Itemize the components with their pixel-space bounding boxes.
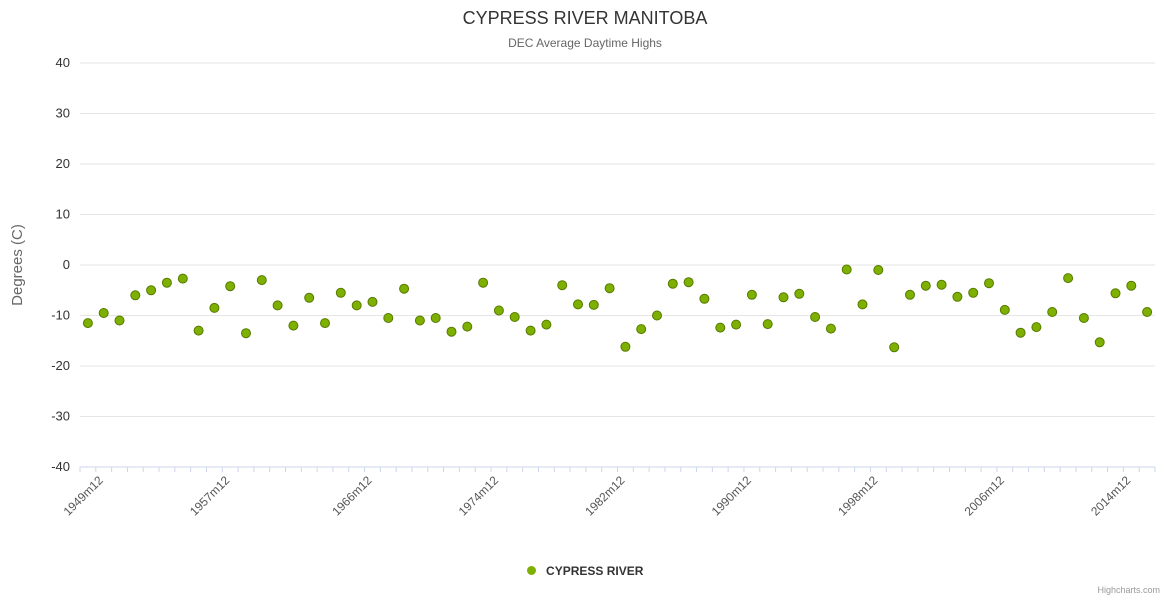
y-axis-title: Degrees (C) <box>9 224 26 306</box>
data-point[interactable] <box>652 310 662 321</box>
data-point[interactable] <box>1063 273 1074 284</box>
y-axis-tick-label: -20 <box>51 358 70 373</box>
x-axis-tick-label: 1974m12 <box>456 473 502 519</box>
data-point[interactable] <box>999 304 1010 315</box>
data-point[interactable] <box>462 321 473 332</box>
data-point[interactable] <box>1094 337 1105 348</box>
data-point[interactable] <box>762 319 773 330</box>
data-point[interactable] <box>731 319 742 330</box>
data-point[interactable] <box>430 313 441 323</box>
data-point[interactable] <box>130 290 141 301</box>
data-point[interactable] <box>320 318 330 329</box>
data-point[interactable] <box>304 292 315 303</box>
y-axis-tick-label: -10 <box>51 308 70 323</box>
y-axis-tick-label: 0 <box>63 257 70 272</box>
data-point[interactable] <box>177 273 188 284</box>
legend-label: CYPRESS RIVER <box>546 563 644 578</box>
data-point[interactable] <box>335 287 346 298</box>
data-point[interactable] <box>367 296 378 307</box>
data-point[interactable] <box>588 299 599 310</box>
y-axis-tick-label: -40 <box>51 459 70 474</box>
x-axis-tick-label: 1949m12 <box>61 473 107 519</box>
x-axis-tick-label: 1966m12 <box>329 473 375 519</box>
data-point[interactable] <box>699 293 710 304</box>
data-point[interactable] <box>573 299 583 310</box>
data-point[interactable] <box>493 305 504 316</box>
data-point[interactable] <box>1142 307 1153 317</box>
data-point[interactable] <box>1047 307 1058 317</box>
data-point[interactable] <box>541 319 552 330</box>
data-point[interactable] <box>936 279 947 290</box>
legend-marker-icon <box>526 566 536 576</box>
data-point[interactable] <box>161 277 172 288</box>
x-axis-tick-label: 1982m12 <box>582 473 628 519</box>
x-axis-tick-label: 1990m12 <box>709 473 755 519</box>
data-point[interactable] <box>1015 327 1026 338</box>
data-point[interactable] <box>241 328 251 339</box>
data-point[interactable] <box>920 280 931 291</box>
data-point[interactable] <box>114 315 125 326</box>
chart-title: CYPRESS RIVER MANITOBA <box>462 8 708 28</box>
data-point[interactable] <box>1031 322 1042 333</box>
data-point[interactable] <box>478 277 489 288</box>
data-point[interactable] <box>905 289 915 300</box>
chart-subtitle: DEC Average Daytime Highs <box>508 36 662 50</box>
data-point[interactable] <box>193 325 204 336</box>
data-point[interactable] <box>557 280 568 291</box>
data-point[interactable] <box>620 341 631 352</box>
data-point[interactable] <box>509 312 520 322</box>
data-point[interactable] <box>399 283 410 294</box>
data-point[interactable] <box>98 308 109 318</box>
y-axis-tick-label: 40 <box>56 55 70 70</box>
data-point[interactable] <box>525 325 536 336</box>
data-point[interactable] <box>272 300 283 311</box>
x-axis-tick-label: 1998m12 <box>835 473 881 519</box>
y-axis-tick-label: 20 <box>56 156 70 171</box>
y-axis-tick-label: 30 <box>56 106 70 121</box>
data-point[interactable] <box>209 302 220 313</box>
data-point[interactable] <box>288 320 299 331</box>
y-axis-tick-label: -30 <box>51 409 70 424</box>
data-point[interactable] <box>984 278 994 289</box>
data-point[interactable] <box>636 324 647 335</box>
data-point[interactable] <box>414 315 425 326</box>
data-point[interactable] <box>841 264 852 275</box>
data-point[interactable] <box>810 312 821 322</box>
data-point[interactable] <box>968 287 979 298</box>
data-point[interactable] <box>952 291 963 302</box>
data-point[interactable] <box>794 288 805 299</box>
data-point[interactable] <box>146 285 157 296</box>
data-point[interactable] <box>778 292 789 303</box>
highcharts-credit[interactable]: Highcharts.com <box>1097 585 1160 595</box>
data-point[interactable] <box>1078 313 1089 323</box>
x-axis-tick-label: 1957m12 <box>187 473 233 519</box>
data-point[interactable] <box>683 277 694 288</box>
y-axis-tick-label: 10 <box>56 207 70 222</box>
data-point[interactable] <box>873 265 884 275</box>
data-point[interactable] <box>1110 288 1121 299</box>
data-point[interactable] <box>225 281 236 292</box>
data-point[interactable] <box>446 326 457 337</box>
x-axis-tick-label: 2006m12 <box>962 473 1008 519</box>
x-axis-tick-label: 2014m12 <box>1088 473 1134 519</box>
data-point[interactable] <box>825 323 836 334</box>
data-point[interactable] <box>82 318 93 329</box>
legend-item-cypress-river[interactable]: CYPRESS RIVER <box>0 562 1170 580</box>
data-point[interactable] <box>604 283 615 294</box>
data-point[interactable] <box>1126 280 1137 291</box>
data-point[interactable] <box>667 278 678 289</box>
data-point[interactable] <box>857 299 868 310</box>
data-point[interactable] <box>383 313 394 323</box>
data-point[interactable] <box>351 300 362 311</box>
data-point[interactable] <box>715 322 726 333</box>
data-point[interactable] <box>746 289 757 300</box>
data-point[interactable] <box>256 275 267 286</box>
data-point[interactable] <box>889 342 900 353</box>
